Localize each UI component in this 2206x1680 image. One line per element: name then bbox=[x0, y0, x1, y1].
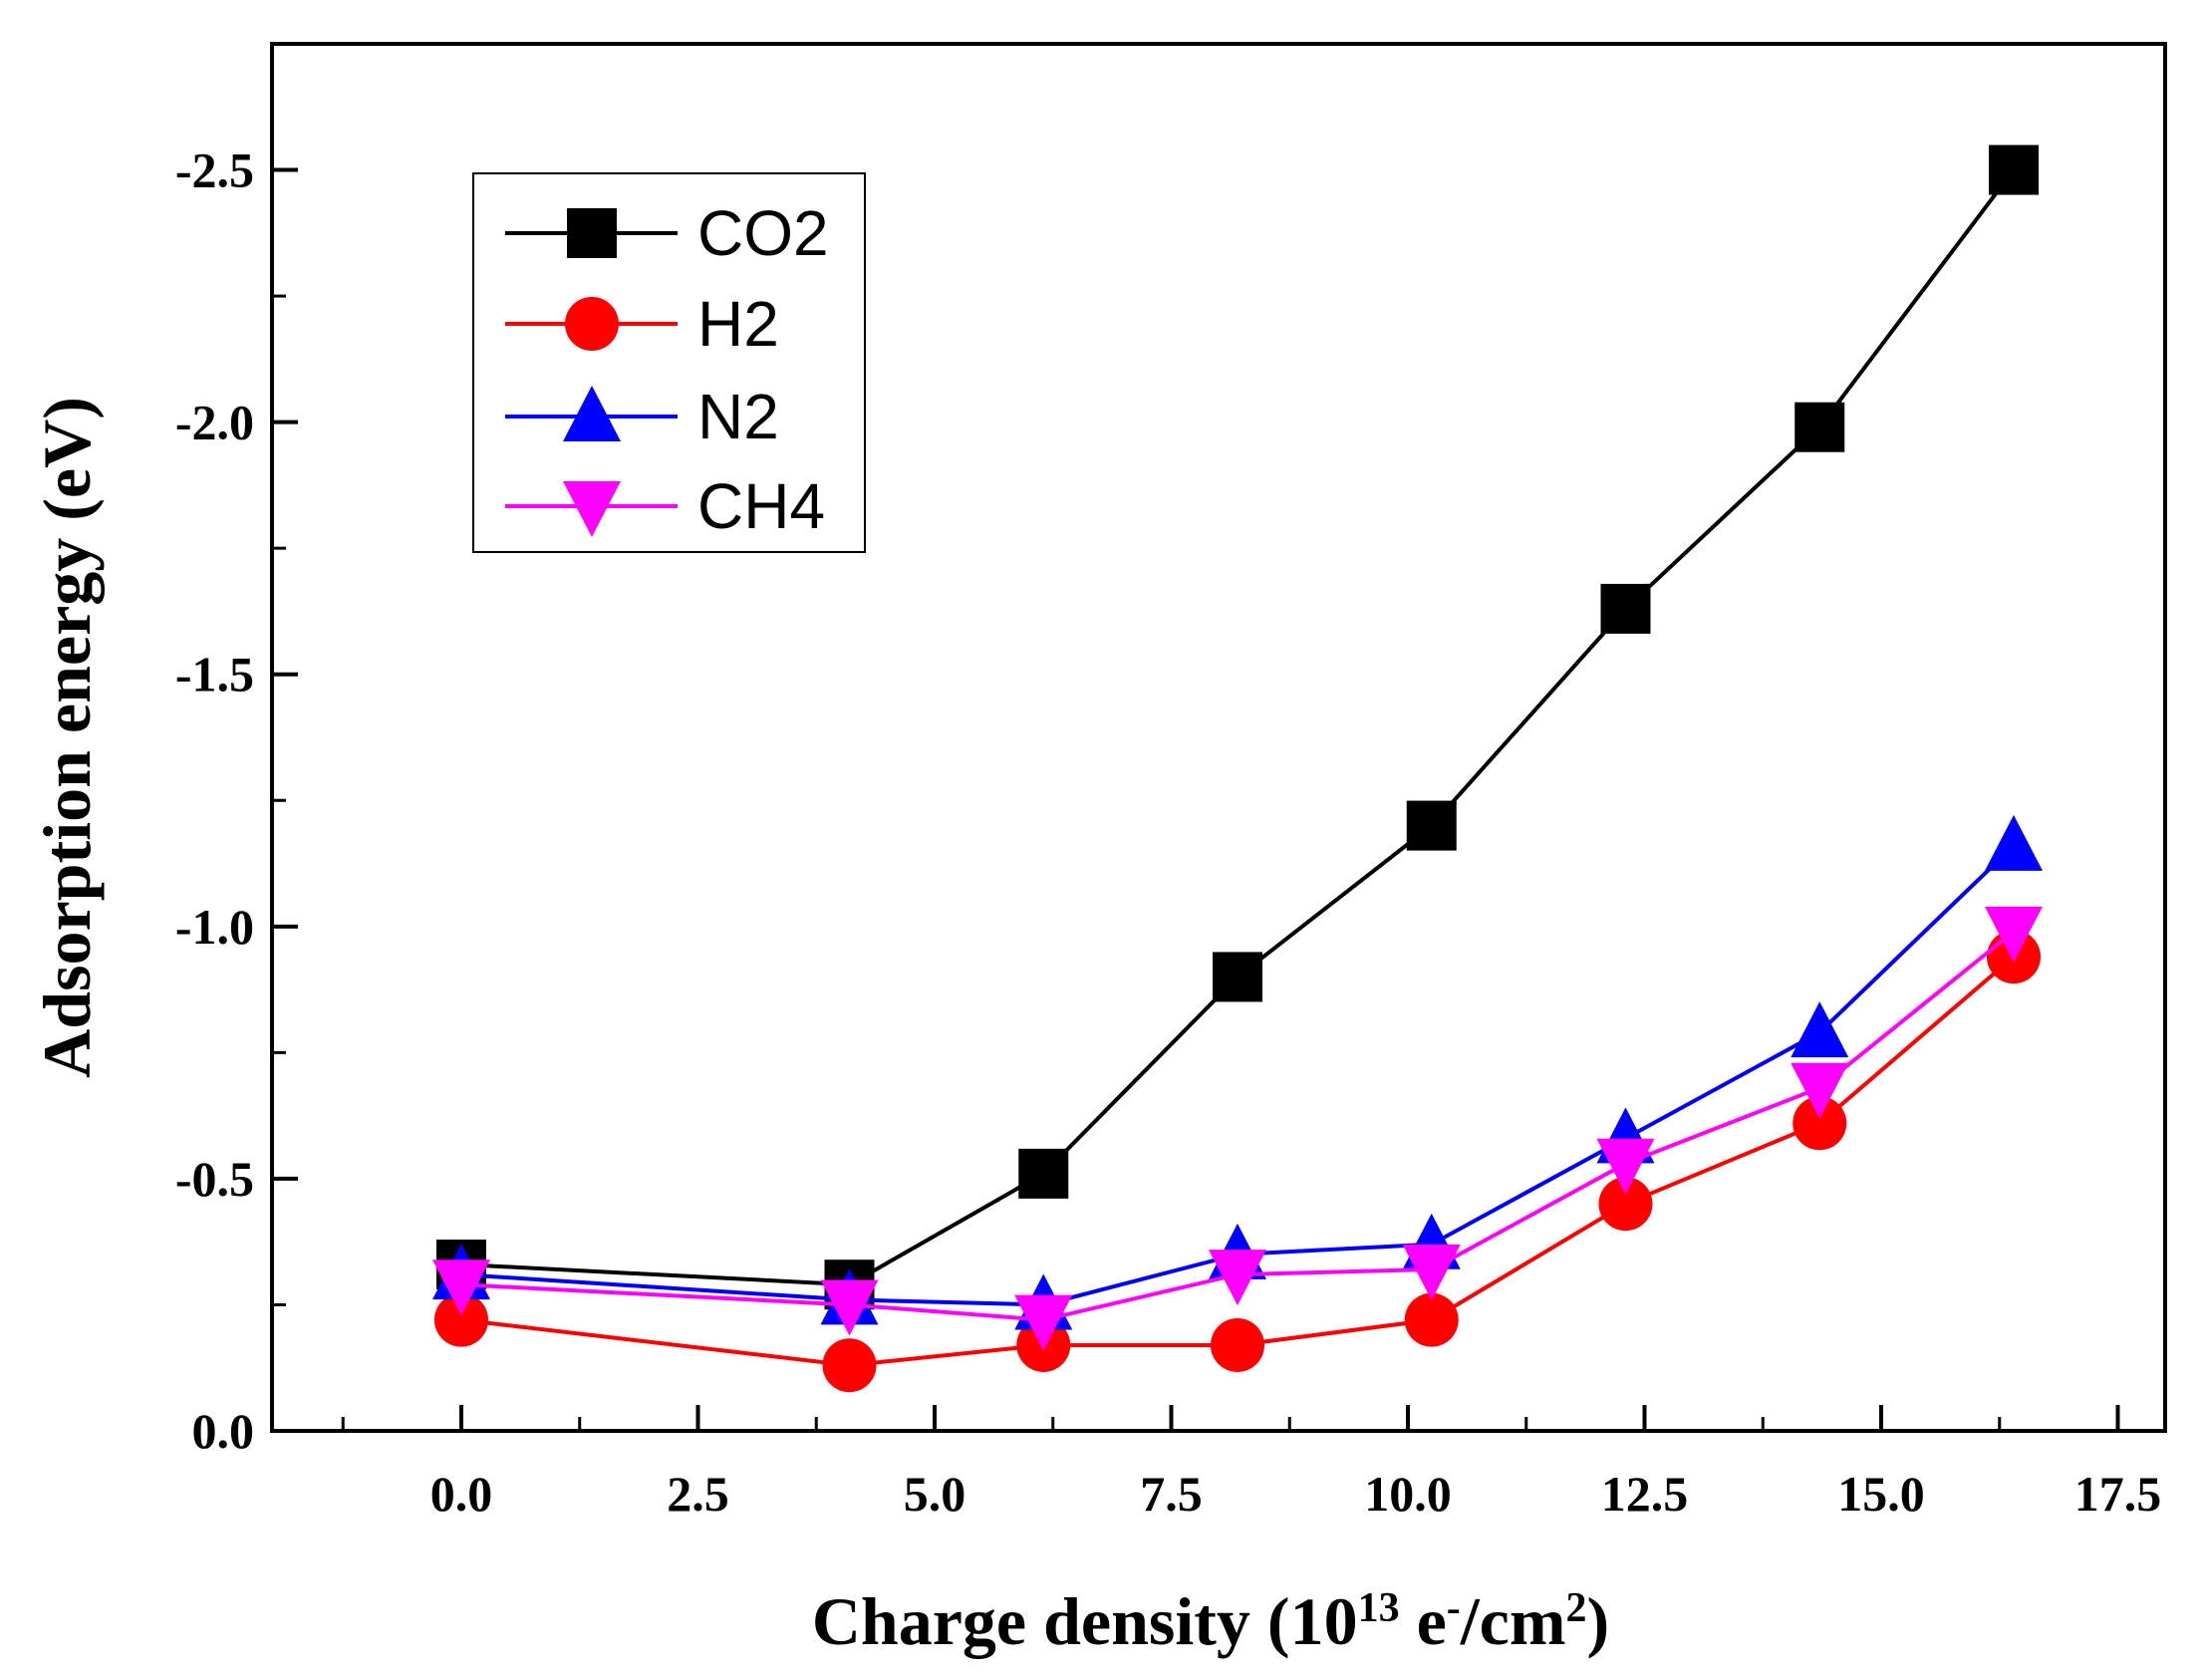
legend-label: H2 bbox=[697, 288, 779, 360]
data-point-h2 bbox=[1404, 1292, 1459, 1347]
tick-labels: 0.0 2.5 5.0 7.5 10.0 12.5 15.0 17.5 0.0 -0.5 -1.0 -… bbox=[175, 142, 2161, 1522]
legend-marker bbox=[567, 208, 617, 258]
series-ch4 bbox=[432, 906, 2043, 1351]
data-point-ch4 bbox=[820, 1279, 879, 1336]
x-tick-label: 5.0 bbox=[904, 1466, 966, 1522]
legend-marker bbox=[563, 481, 621, 537]
data-point-n2 bbox=[1791, 1001, 1849, 1058]
data-point-co2 bbox=[1794, 402, 1845, 452]
legend-label: N2 bbox=[697, 381, 779, 452]
plot-frame bbox=[270, 42, 2167, 1433]
data-point-h2 bbox=[434, 1292, 488, 1347]
x-tick-label: 2.5 bbox=[667, 1466, 729, 1522]
data-point-co2 bbox=[1600, 583, 1651, 634]
series-line-ch4 bbox=[460, 930, 2016, 1322]
legend-entry-h2: H2 bbox=[505, 288, 779, 360]
data-point-h2 bbox=[1792, 1096, 1847, 1151]
data-point-co2 bbox=[1989, 144, 2039, 195]
legend-marker bbox=[565, 297, 619, 351]
legend-marker bbox=[563, 386, 621, 441]
y-axis-title: Adsorption energy (eV) bbox=[29, 397, 105, 1078]
x-tick-label: 0.0 bbox=[430, 1466, 493, 1522]
data-point-n2 bbox=[1985, 814, 2043, 871]
x-tick-label: 7.5 bbox=[1140, 1466, 1203, 1522]
data-point-co2 bbox=[1018, 1148, 1069, 1199]
legend-label: CO2 bbox=[697, 197, 829, 269]
x-axis-title: Charge density (1013 e-/cm2) bbox=[812, 1583, 1609, 1659]
data-point-ch4 bbox=[432, 1260, 490, 1316]
data-point-h2 bbox=[1598, 1177, 1653, 1232]
series-line-h2 bbox=[460, 955, 2016, 1368]
data-point-h2 bbox=[822, 1338, 877, 1393]
legend-label: CH4 bbox=[697, 470, 825, 542]
data-point-co2 bbox=[1406, 800, 1457, 851]
series-layer bbox=[432, 144, 2043, 1393]
legend-entry-ch4: CH4 bbox=[505, 470, 825, 542]
y-tick-label: -2.0 bbox=[175, 395, 254, 450]
data-point-ch4 bbox=[1596, 1138, 1655, 1195]
data-point-ch4 bbox=[1014, 1294, 1073, 1351]
x-tick-label: 10.0 bbox=[1364, 1466, 1452, 1522]
data-point-h2 bbox=[1211, 1317, 1264, 1372]
x-tick-label: 15.0 bbox=[1837, 1466, 1925, 1522]
axis-ticks bbox=[272, 167, 2120, 1433]
y-tick-label: -0.5 bbox=[175, 1151, 254, 1207]
data-point-ch4 bbox=[1209, 1250, 1266, 1306]
y-tick-label: -1.0 bbox=[175, 899, 254, 955]
data-point-co2 bbox=[1213, 952, 1262, 1002]
y-tick-label: 0.0 bbox=[192, 1403, 255, 1459]
series-line-co2 bbox=[460, 168, 2016, 1287]
legend-entry-co2: CO2 bbox=[505, 197, 829, 269]
x-tick-label: 17.5 bbox=[2074, 1466, 2162, 1522]
legend: CO2 H2 N2 CH4 bbox=[472, 172, 866, 553]
y-tick-label: -2.5 bbox=[175, 142, 254, 198]
series-line-n2 bbox=[460, 844, 2016, 1307]
x-tick-label: 12.5 bbox=[1601, 1466, 1689, 1522]
data-point-ch4 bbox=[1402, 1245, 1461, 1301]
y-tick-label: -1.5 bbox=[175, 647, 254, 702]
data-point-ch4 bbox=[1985, 906, 2043, 963]
data-point-ch4 bbox=[1791, 1062, 1849, 1119]
legend-box bbox=[472, 172, 866, 553]
legend-entry-n2: N2 bbox=[505, 381, 779, 452]
